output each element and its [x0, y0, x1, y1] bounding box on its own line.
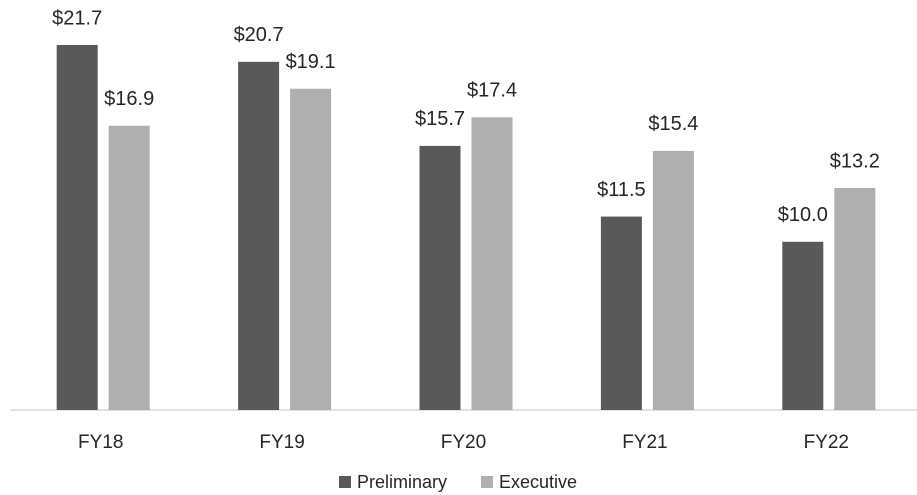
- bar: [834, 187, 876, 410]
- data-label: $20.7: [234, 24, 284, 46]
- legend-label: Preliminary: [357, 472, 447, 492]
- data-label: $16.9: [104, 88, 154, 110]
- data-label: $13.2: [830, 150, 880, 172]
- bar: [600, 216, 642, 410]
- bar: [108, 125, 150, 410]
- data-label: $10.0: [778, 204, 828, 226]
- x-tick-label: FY19: [259, 432, 304, 453]
- x-tick-label: FY18: [78, 432, 123, 453]
- data-label: $11.5: [597, 179, 646, 201]
- data-label: $17.4: [467, 80, 517, 102]
- data-label: $19.1: [286, 51, 336, 73]
- bar: [782, 241, 824, 410]
- data-label: $21.7: [52, 7, 102, 29]
- x-tick-label: FY22: [804, 432, 849, 453]
- x-tick-label: FY21: [622, 432, 667, 453]
- x-tick-label: FY20: [441, 432, 486, 453]
- legend-label: Executive: [499, 472, 577, 492]
- legend-swatch: [339, 476, 351, 488]
- bar: [419, 145, 461, 410]
- bar: [238, 61, 280, 410]
- bar: [290, 88, 332, 410]
- bar: [56, 45, 98, 410]
- bar: [652, 150, 694, 410]
- data-label: $15.4: [648, 113, 698, 135]
- data-label: $15.7: [415, 108, 465, 130]
- bar: [471, 117, 513, 411]
- legend-swatch: [481, 476, 493, 488]
